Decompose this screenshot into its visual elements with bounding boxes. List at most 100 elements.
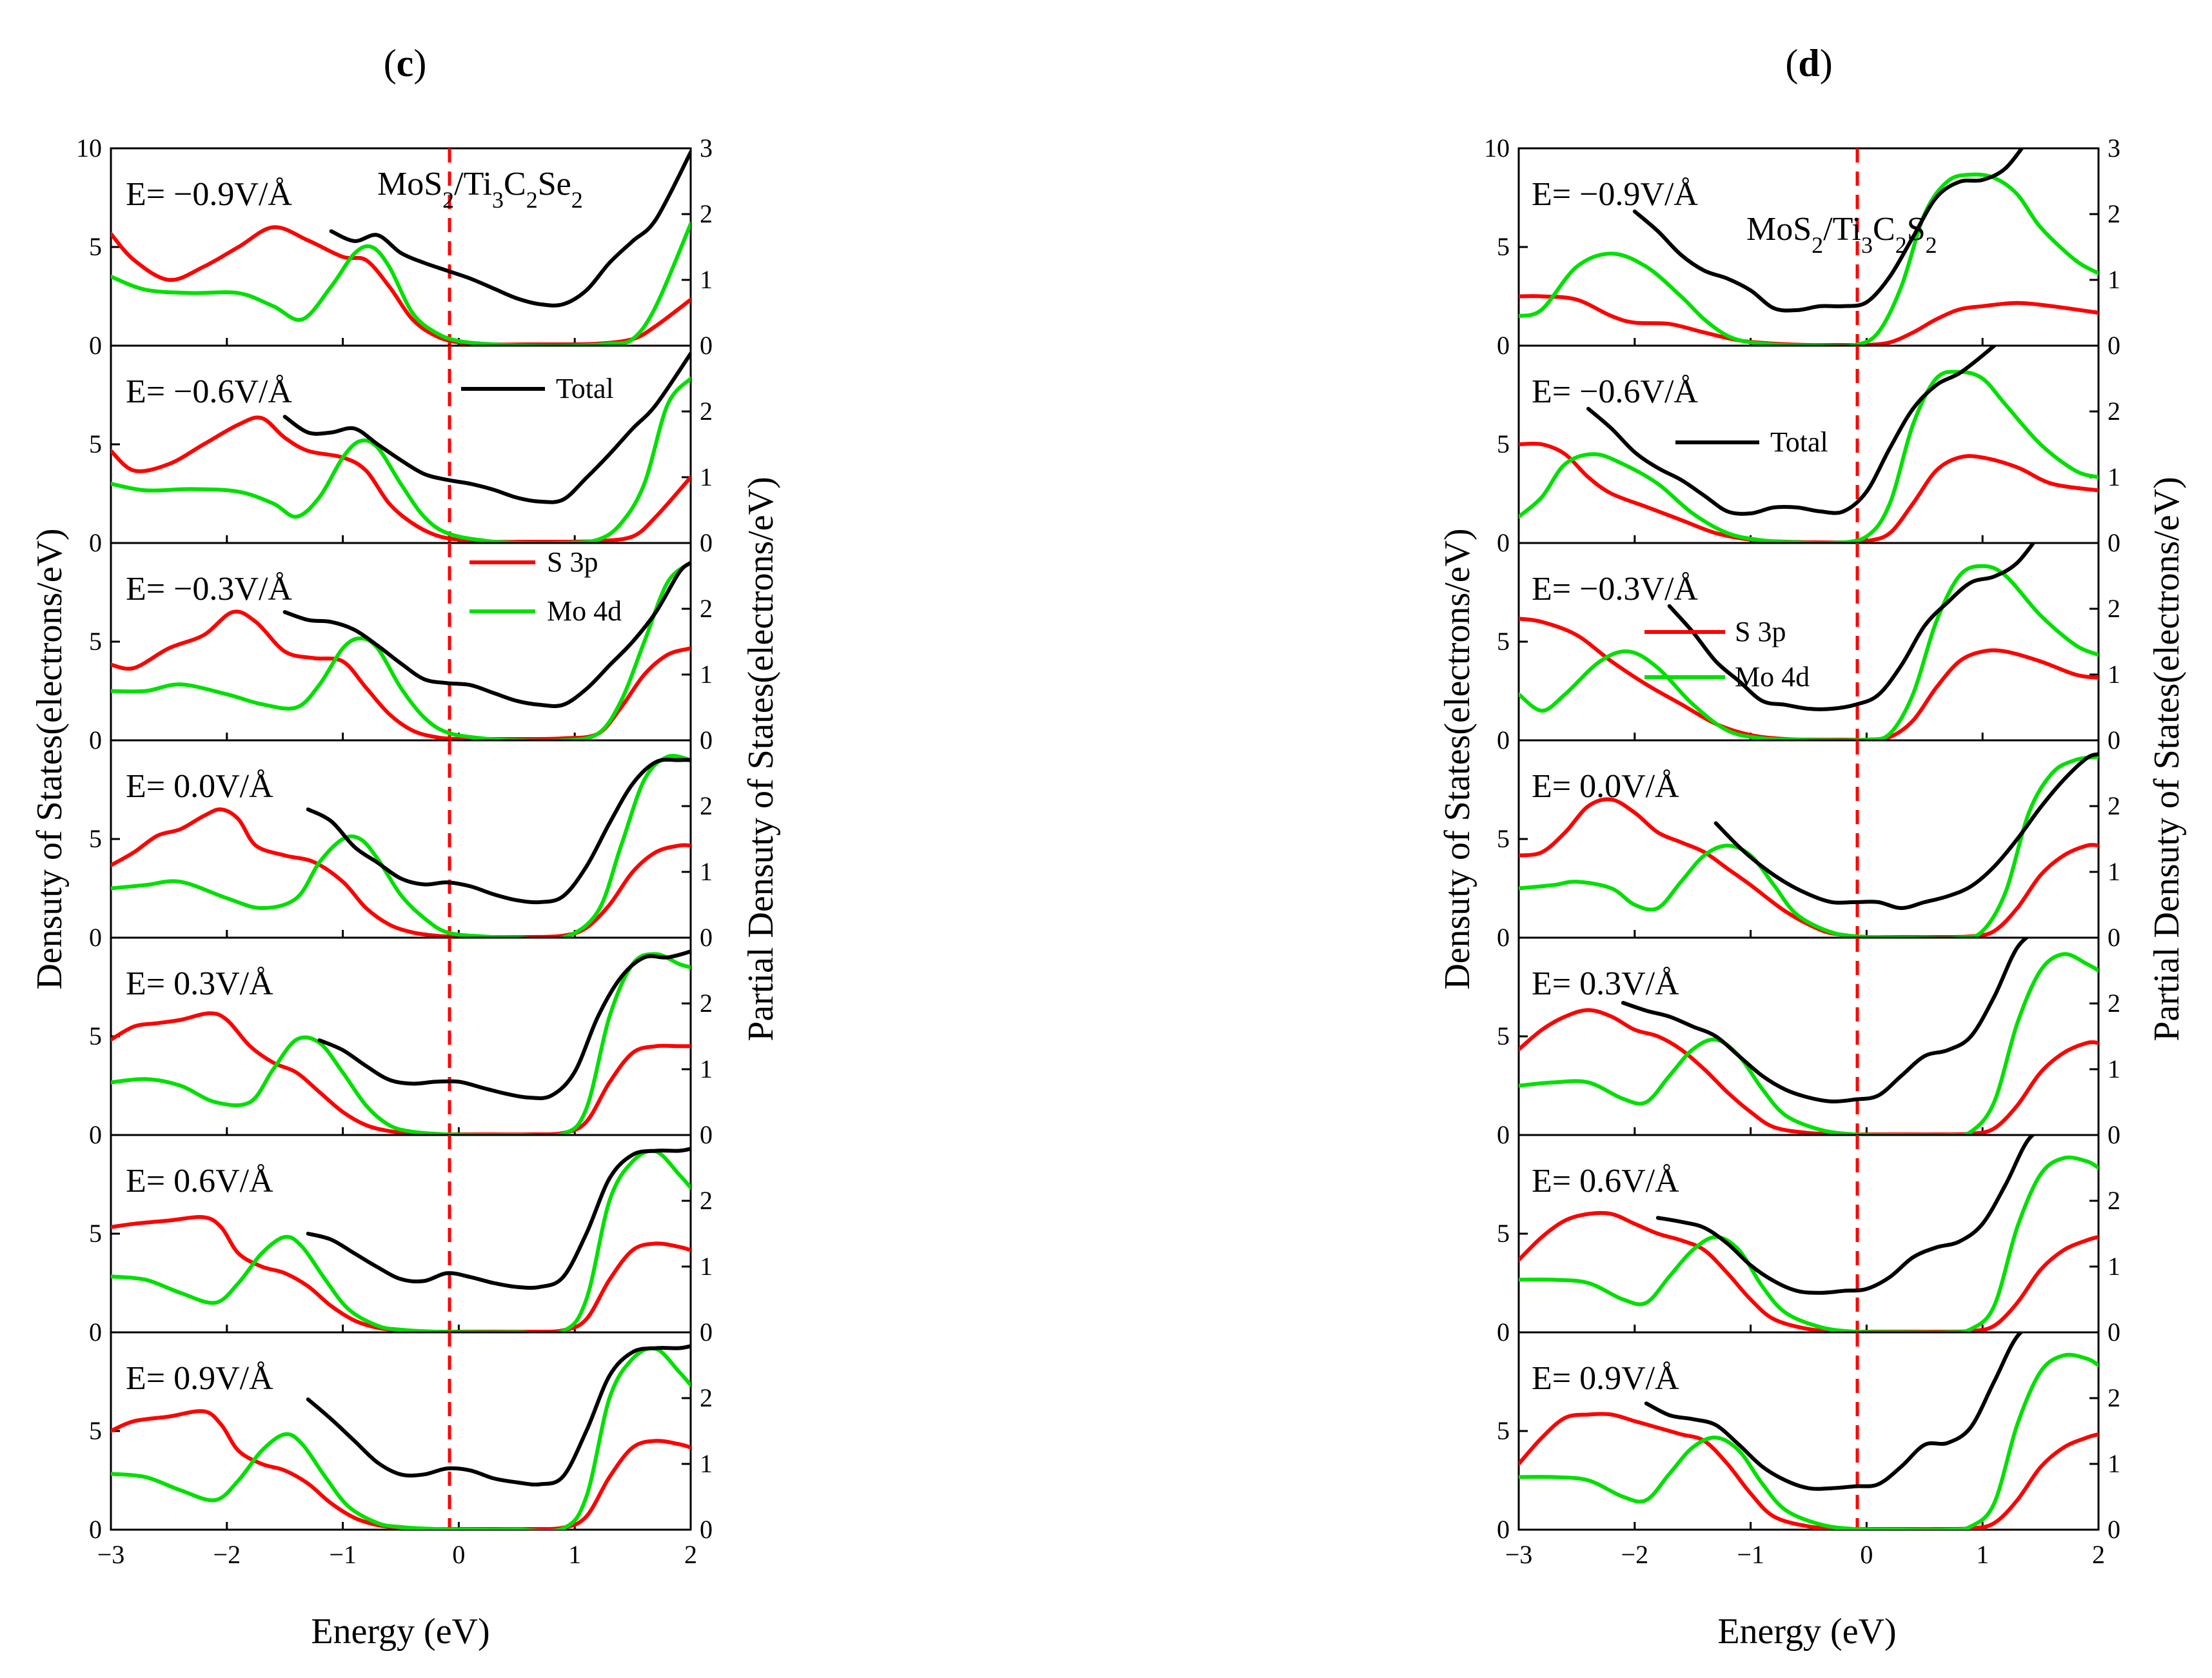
s3p-series-line xyxy=(1519,1210,2098,1332)
mo4d-series-line xyxy=(111,377,691,543)
right-tick-label: 2 xyxy=(2108,594,2120,623)
left-tick-label: 0 xyxy=(1497,1515,1510,1544)
x-tick-label: −3 xyxy=(97,1540,125,1569)
subplot-curves xyxy=(111,1332,691,1530)
right-tick-label: 1 xyxy=(2108,660,2120,689)
right-tick-label: 1 xyxy=(700,265,713,294)
left-tick-label: 0 xyxy=(1497,331,1510,360)
legend-total-label: Total xyxy=(556,373,614,404)
panel-c-legend: Total S 3p Mo 4d xyxy=(461,373,622,627)
subplot-curves xyxy=(1519,1332,2098,1530)
right-tick-label: 1 xyxy=(2108,1054,2120,1083)
right-tick-label: 0 xyxy=(2108,725,2120,755)
subplot-c-5: 0 5 0 1 2 E= 0.6V/Å xyxy=(89,1134,713,1347)
right-tick-label: 2 xyxy=(2108,397,2120,426)
panel-c-x-ticks: −3 −2 −1 0 1 2 xyxy=(97,1540,697,1569)
left-tick-label: 0 xyxy=(1497,528,1510,557)
subplot-curves xyxy=(1519,740,2098,938)
left-tick-label: 0 xyxy=(89,331,102,360)
right-tick-label: 0 xyxy=(2108,1120,2120,1149)
field-strength-label: E= 0.6V/Å xyxy=(126,1163,273,1199)
subplot-curves xyxy=(111,740,691,938)
mo4d-series-line xyxy=(111,754,691,938)
field-strength-label: E= 0.9V/Å xyxy=(126,1360,273,1397)
left-tick-label: 0 xyxy=(1497,1318,1510,1347)
right-tick-label: 2 xyxy=(700,594,713,623)
right-tick-label: 1 xyxy=(2108,1252,2120,1281)
panel-d-material-label: MoS2/Ti3C2S2 xyxy=(1746,211,1937,258)
subplot-curves xyxy=(111,543,691,740)
right-tick-label: 0 xyxy=(700,528,713,557)
panel-d-x-ticks: −3 −2 −1 0 1 2 xyxy=(1505,1540,2105,1569)
right-tick-label: 1 xyxy=(700,462,713,491)
left-tick-label: 5 xyxy=(1497,1416,1510,1445)
x-tick-label: 0 xyxy=(452,1540,465,1569)
panel-title-c: (c) xyxy=(384,42,427,84)
subplot-curves xyxy=(111,938,691,1135)
s3p-series-line xyxy=(111,1215,691,1332)
x-tick-label: −2 xyxy=(1621,1540,1649,1569)
s3p-series-line xyxy=(111,807,691,938)
s3p-series-line xyxy=(1519,797,2098,938)
right-tick-label: 1 xyxy=(700,857,713,886)
field-strength-label: E= −0.3V/Å xyxy=(1532,571,1698,607)
field-strength-label: E= 0.6V/Å xyxy=(1532,1163,1679,1199)
right-tick-label: 0 xyxy=(2108,331,2120,360)
field-strength-label: E= 0.9V/Å xyxy=(1532,1360,1679,1397)
subplot-curves xyxy=(1519,543,2098,740)
right-tick-label: 1 xyxy=(2108,857,2120,886)
mo4d-series-line xyxy=(1519,755,2098,938)
field-strength-label: E= 0.0V/Å xyxy=(1532,768,1679,805)
x-tick-label: 2 xyxy=(2092,1540,2105,1569)
right-tick-label: 0 xyxy=(2108,1318,2120,1347)
subplot-d-3: 0 5 0 1 2 E= 0.0V/Å xyxy=(1497,739,2120,952)
field-strength-label: E= 0.0V/Å xyxy=(126,768,273,805)
s3p-series-line xyxy=(1519,1008,2098,1135)
subplot-curves xyxy=(111,346,691,543)
mo4d-series-line xyxy=(1519,1155,2098,1332)
right-tick-label: 0 xyxy=(700,1318,713,1347)
s3p-series-line xyxy=(1519,1412,2098,1530)
subplot-d-4: 0 5 0 1 2 E= 0.3V/Å xyxy=(1497,936,2120,1149)
field-strength-label: E= −0.9V/Å xyxy=(1532,176,1698,213)
left-tick-label: 5 xyxy=(89,1022,102,1051)
total-series-line xyxy=(1621,938,2030,1104)
total-series-line xyxy=(317,949,691,1101)
total-series-line xyxy=(282,560,691,708)
subplot-curves xyxy=(111,1135,691,1332)
right-tick-label: 2 xyxy=(2108,1186,2120,1215)
right-tick-label: 1 xyxy=(700,660,713,689)
left-tick-label: 0 xyxy=(1497,923,1510,952)
field-strength-label: E= −0.6V/Å xyxy=(126,373,292,410)
subplot-c-3: 0 5 0 1 2 E= 0.0V/Å xyxy=(89,739,713,952)
left-tick-label: 5 xyxy=(89,429,102,459)
right-tick-label: 2 xyxy=(700,1383,713,1412)
field-strength-label: E= 0.3V/Å xyxy=(126,965,273,1002)
legend-total-label: Total xyxy=(1770,426,1828,458)
subplot-c-1: 0 5 0 1 2 E= −0.6V/Å xyxy=(89,344,713,557)
mo4d-series-line xyxy=(111,222,691,346)
total-series-line xyxy=(282,351,691,504)
left-tick-label: 5 xyxy=(1497,1219,1510,1248)
subplot-d-5: 0 5 0 1 2 E= 0.6V/Å xyxy=(1497,1134,2120,1347)
left-tick-label: 0 xyxy=(1497,725,1510,755)
right-tick-label: 2 xyxy=(2108,199,2120,228)
left-tick-label: 0 xyxy=(89,725,102,755)
mo4d-series-line xyxy=(111,1346,691,1530)
right-tick-label: 2 xyxy=(700,397,713,426)
subplot-curves xyxy=(1519,938,2098,1135)
left-tick-label: 5 xyxy=(89,1219,102,1248)
left-tick-label: 0 xyxy=(89,923,102,952)
panel-c-y-axis-label-left: Densuty of States(electrons/eV) xyxy=(30,528,70,989)
right-tick-label: 2 xyxy=(2108,1383,2120,1412)
right-tick-label: 2 xyxy=(700,1186,713,1215)
left-tick-label: 5 xyxy=(1497,824,1510,853)
mo4d-series-line xyxy=(111,560,691,740)
legend-mo4d-label: Mo 4d xyxy=(547,595,622,627)
left-tick-label: 0 xyxy=(89,1318,102,1347)
left-tick-label: 5 xyxy=(89,627,102,656)
x-tick-label: 1 xyxy=(1976,1540,1989,1569)
left-tick-label: 5 xyxy=(89,824,102,853)
